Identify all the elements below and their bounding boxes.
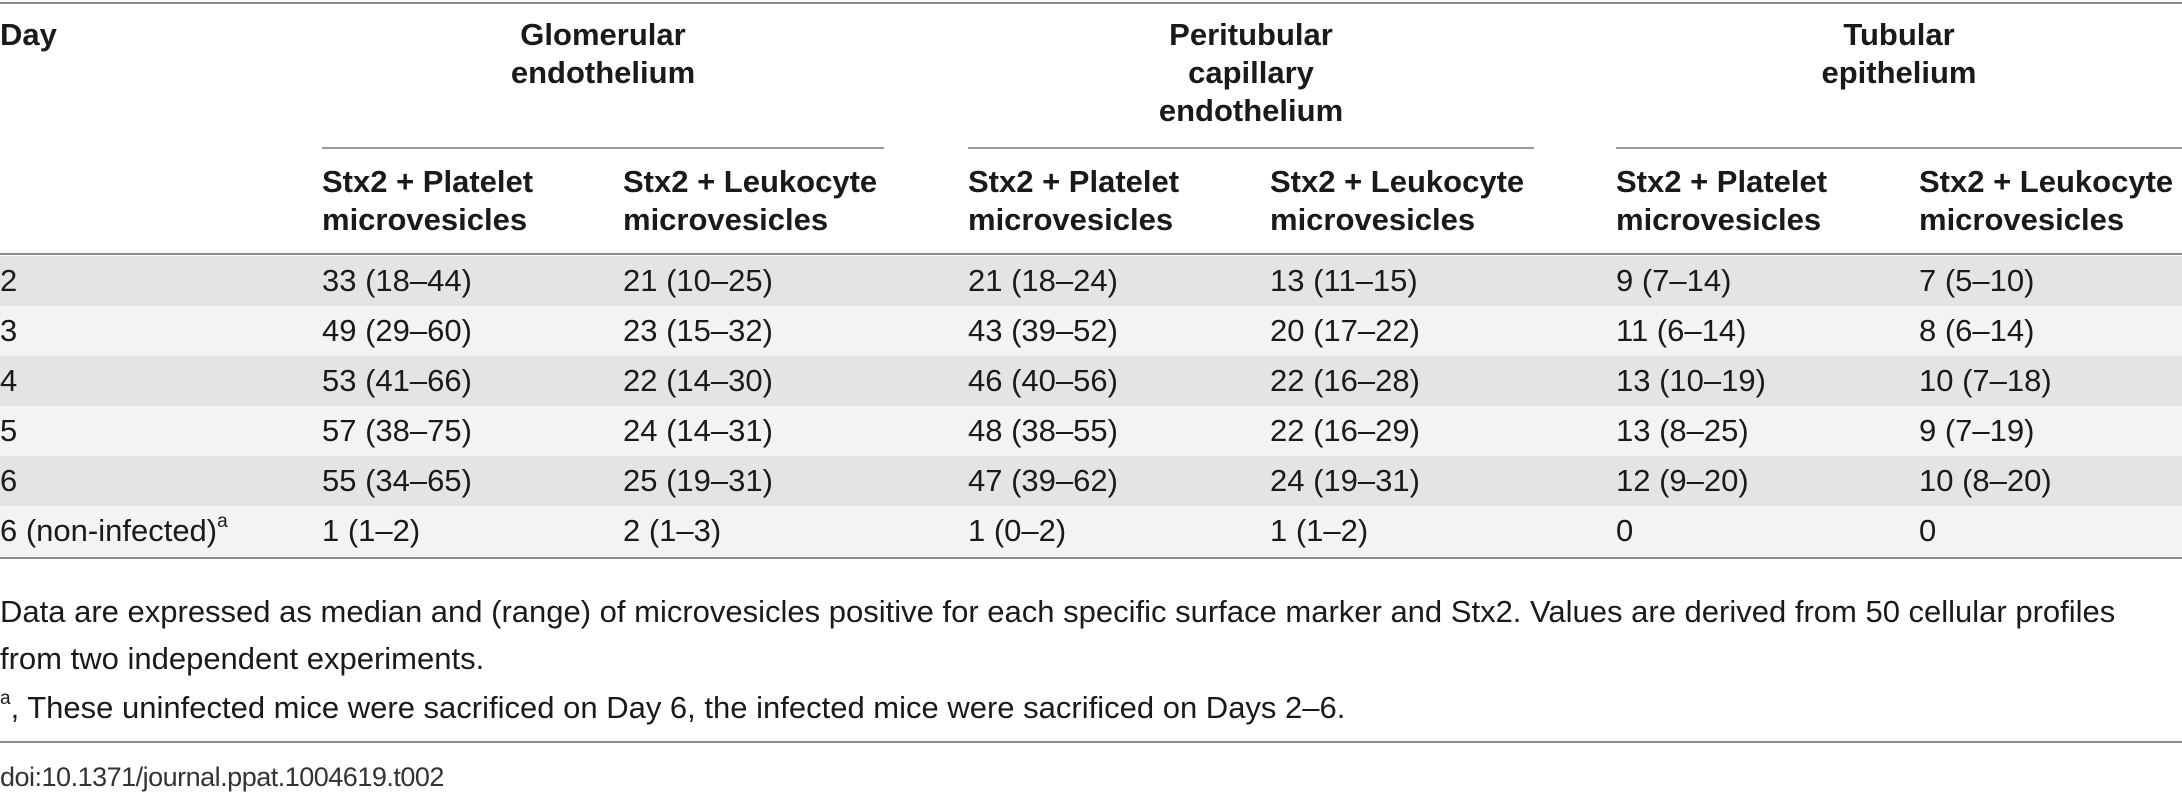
subheader-tubular-platelet: Stx2 + Platelet microvesicles [1616, 163, 1827, 239]
value-cell: 10 (7–18) [1919, 363, 2052, 398]
value-cell: 10 (8–20) [1919, 463, 2052, 498]
group-header-glomerular: Glomerular endothelium [322, 16, 884, 92]
value-cell: 48 (38–55) [968, 413, 1118, 448]
day-value: 5 [0, 413, 18, 448]
value-cell: 33 (18–44) [322, 263, 472, 298]
group-header-line: capillary [1188, 55, 1314, 90]
subheader-glomerular-leukocyte: Stx2 + Leukocyte microvesicles [623, 163, 877, 239]
subheader-peritubular-leukocyte: Stx2 + Leukocyte microvesicles [1270, 163, 1524, 239]
table-footnote: a, These uninfected mice were sacrificed… [0, 684, 2120, 731]
subheader-line: Stx2 + Platelet [322, 164, 534, 199]
day-cell: 5 [0, 406, 17, 456]
value-cell: 24 (19–31) [1270, 463, 1420, 498]
doi-text: doi:10.1371/journal.ppat.1004619.t002 [0, 762, 444, 792]
group-rule-tubular [1616, 147, 2182, 149]
subheader-line: microvesicles [1919, 202, 2125, 237]
table-row: 5 57 (38–75) 24 (14–31) 48 (38–55) 22 (1… [0, 406, 2182, 456]
day-cell: 6 [0, 456, 17, 506]
value-cell: 49 (29–60) [322, 313, 472, 348]
subheader-line: Stx2 + Platelet [968, 164, 1180, 199]
value-cell: 57 (38–75) [322, 413, 472, 448]
subheader-peritubular-platelet: Stx2 + Platelet microvesicles [968, 163, 1179, 239]
subheader-line: Stx2 + Leukocyte [623, 164, 878, 199]
value-cell: 9 (7–19) [1919, 413, 2035, 448]
value-cell: 24 (14–31) [623, 413, 773, 448]
value-cell: 55 (34–65) [322, 463, 472, 498]
table-row: 2 33 (18–44) 21 (10–25) 21 (18–24) 13 (1… [0, 256, 2182, 306]
subheader-line: Stx2 + Leukocyte [1919, 164, 2174, 199]
value-cell: 21 (18–24) [968, 263, 1118, 298]
value-cell: 9 (7–14) [1616, 263, 1732, 298]
value-cell: 12 (9–20) [1616, 463, 1749, 498]
subheader-line: Stx2 + Platelet [1616, 164, 1828, 199]
subheader-line: Stx2 + Leukocyte [1270, 164, 1525, 199]
day-cell: 6 (non-infected)a [0, 506, 228, 556]
value-cell: 21 (10–25) [623, 263, 773, 298]
day-value: 4 [0, 363, 18, 398]
subheader-line: microvesicles [1616, 202, 1822, 237]
group-header-line: Glomerular [520, 17, 686, 52]
header-bottom-rule [0, 253, 2182, 255]
footnote-mark: a [0, 688, 11, 709]
table-row: 4 53 (41–66) 22 (14–30) 46 (40–56) 22 (1… [0, 356, 2182, 406]
day-cell: 2 [0, 256, 17, 306]
subheader-line: microvesicles [322, 202, 528, 237]
value-cell: 0 [1616, 513, 1634, 548]
value-cell: 47 (39–62) [968, 463, 1118, 498]
subheader-tubular-leukocyte: Stx2 + Leukocyte microvesicles [1919, 163, 2173, 239]
table-bottom-rule [0, 557, 2182, 559]
group-header-line: Tubular [1843, 17, 1955, 52]
value-cell: 8 (6–14) [1919, 313, 2035, 348]
subheader-line: microvesicles [968, 202, 1174, 237]
table-row: 6 55 (34–65) 25 (19–31) 47 (39–62) 24 (1… [0, 456, 2182, 506]
day-value: 6 (non-infected) [0, 513, 218, 548]
value-cell: 1 (1–2) [322, 513, 421, 548]
group-rule-peritubular [968, 147, 1534, 149]
day-column-header: Day [0, 17, 57, 52]
value-cell: 13 (11–15) [1270, 263, 1418, 298]
footnote-text: , These uninfected mice were sacrificed … [10, 690, 1346, 725]
day-cell: 3 [0, 306, 17, 356]
value-cell: 0 [1919, 513, 1937, 548]
table-top-rule [0, 2, 2182, 4]
group-header-peritubular: Peritubular capillary endothelium [968, 16, 1534, 130]
value-cell: 7 (5–10) [1919, 263, 2035, 298]
value-cell: 22 (14–30) [623, 363, 773, 398]
doi-rule [0, 741, 2182, 743]
value-cell: 22 (16–28) [1270, 363, 1420, 398]
day-value: 6 [0, 463, 18, 498]
value-cell: 20 (17–22) [1270, 313, 1420, 348]
value-cell: 1 (0–2) [968, 513, 1067, 548]
value-cell: 13 (10–19) [1616, 363, 1766, 398]
group-header-tubular: Tubular epithelium [1616, 16, 2182, 92]
group-header-line: epithelium [1821, 55, 1977, 90]
subheader-line: microvesicles [623, 202, 829, 237]
group-header-line: endothelium [1158, 93, 1344, 128]
value-cell: 1 (1–2) [1270, 513, 1369, 548]
day-value: 2 [0, 263, 18, 298]
table-row: 6 (non-infected)a 1 (1–2) 2 (1–3) 1 (0–2… [0, 506, 2182, 556]
group-header-line: endothelium [510, 55, 696, 90]
subheader-line: microvesicles [1270, 202, 1476, 237]
value-cell: 13 (8–25) [1616, 413, 1749, 448]
table-note: Data are expressed as median and (range)… [0, 594, 2116, 676]
value-cell: 25 (19–31) [623, 463, 773, 498]
table-row: 3 49 (29–60) 23 (15–32) 43 (39–52) 20 (1… [0, 306, 2182, 356]
value-cell: 22 (16–29) [1270, 413, 1420, 448]
footnote-marker: a [217, 511, 228, 532]
value-cell: 53 (41–66) [322, 363, 472, 398]
value-cell: 23 (15–32) [623, 313, 773, 348]
day-cell: 4 [0, 356, 17, 406]
value-cell: 11 (6–14) [1616, 313, 1747, 348]
group-header-line: Peritubular [1169, 17, 1333, 52]
value-cell: 43 (39–52) [968, 313, 1118, 348]
value-cell: 46 (40–56) [968, 363, 1118, 398]
group-rule-glomerular [322, 147, 884, 149]
day-value: 3 [0, 313, 18, 348]
subheader-glomerular-platelet: Stx2 + Platelet microvesicles [322, 163, 533, 239]
value-cell: 2 (1–3) [623, 513, 722, 548]
